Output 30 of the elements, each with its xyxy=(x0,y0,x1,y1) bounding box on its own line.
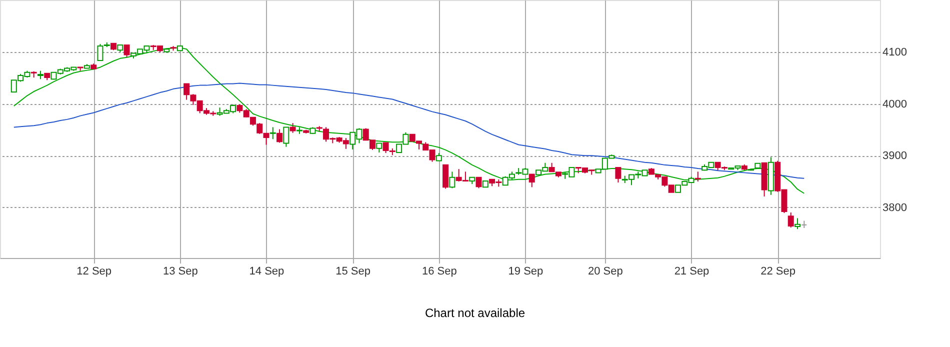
y-tick-label: 4100 xyxy=(882,46,907,59)
candlestick xyxy=(476,176,482,189)
x-tick-label: 12 Sep xyxy=(76,266,112,278)
x-tick-label: 13 Sep xyxy=(162,266,198,278)
y-tick-label: 3800 xyxy=(882,202,907,214)
candlestick xyxy=(270,126,276,140)
y-tick-label: 3900 xyxy=(882,150,907,162)
x-tick-label: 21 Sep xyxy=(674,266,710,278)
candlestick xyxy=(442,164,449,190)
candlestick xyxy=(290,122,296,134)
x-tick-label: 16 Sep xyxy=(422,266,457,278)
x-tick-label: 20 Sep xyxy=(588,266,623,278)
candlestick xyxy=(449,171,456,189)
candlestick xyxy=(788,212,794,228)
x-tick-label: 15 Sep xyxy=(336,266,371,278)
text: Chart not available xyxy=(424,306,526,320)
line-series xyxy=(13,82,805,179)
y-tick-label: 4000 xyxy=(882,98,907,110)
candlestick xyxy=(376,142,382,154)
candlestick xyxy=(528,174,535,188)
line-series xyxy=(13,47,805,194)
candlestick xyxy=(615,167,622,184)
x-tick-label: 19 Sep xyxy=(508,266,544,278)
candlestick xyxy=(694,171,701,182)
candlestick xyxy=(794,218,801,230)
candlestick xyxy=(276,128,283,144)
candlestick xyxy=(124,44,130,58)
x-tick-label: 22 Sep xyxy=(760,266,796,278)
candlestick xyxy=(283,126,290,148)
x-tick-label: 14 Sep xyxy=(249,266,284,278)
